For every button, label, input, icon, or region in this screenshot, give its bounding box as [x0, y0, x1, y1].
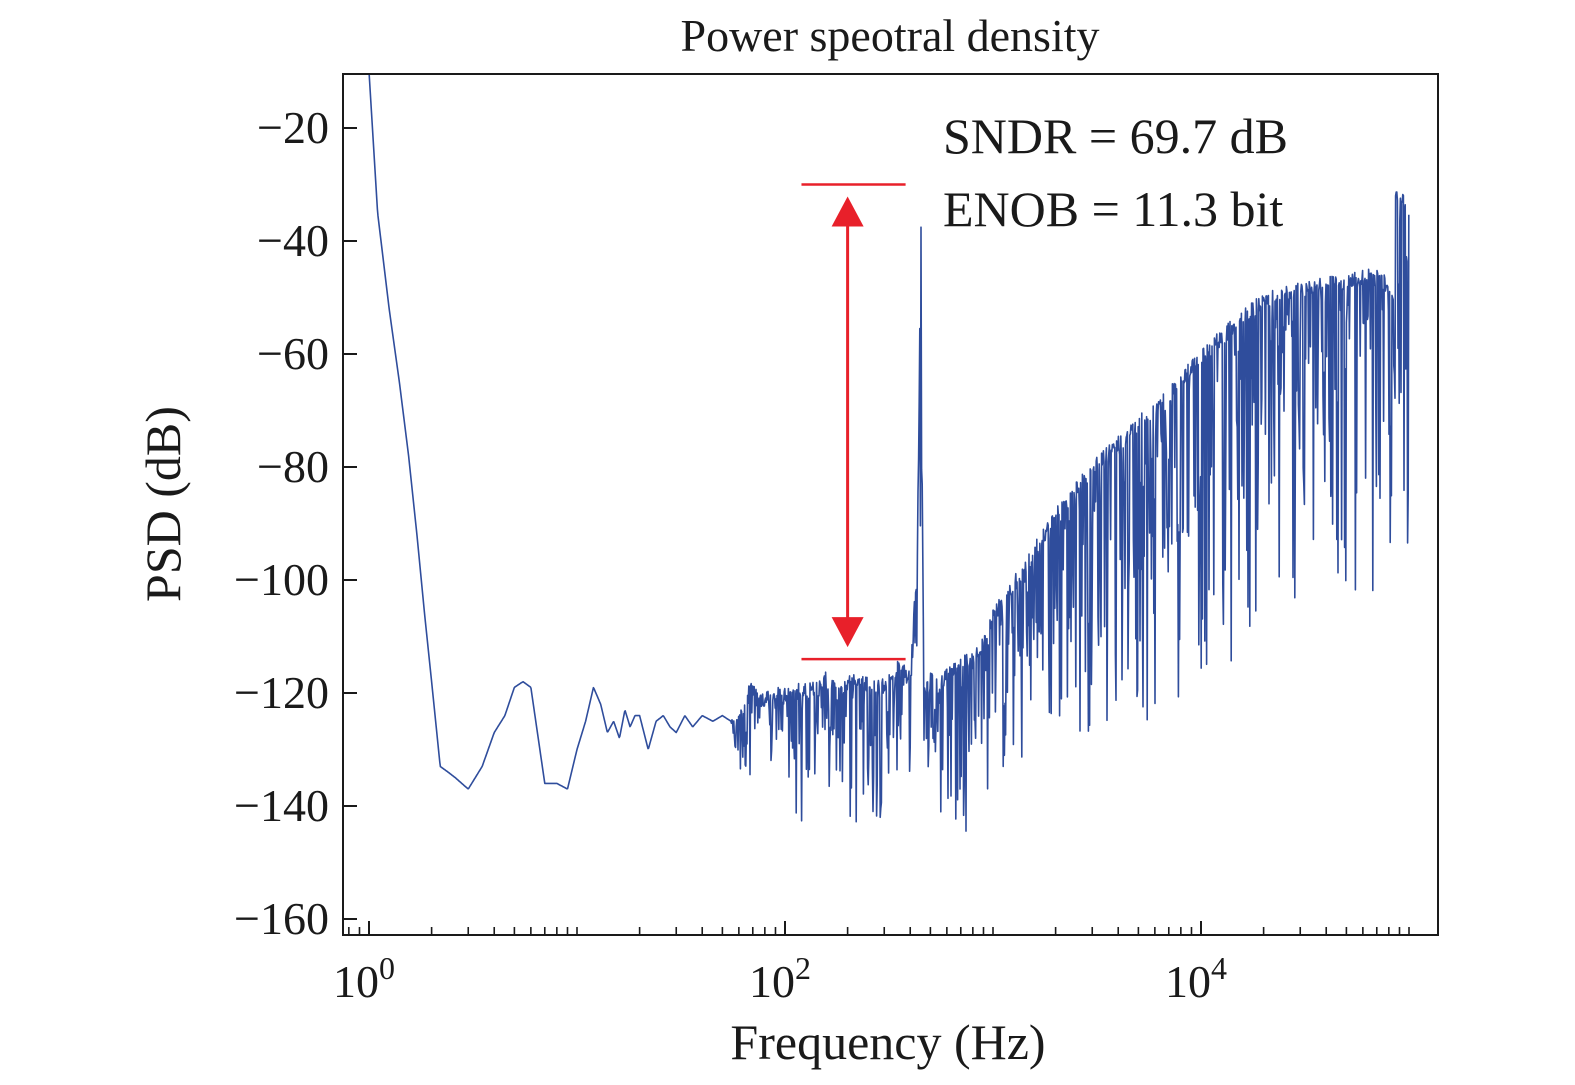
sndr-arrow-head-up	[831, 196, 864, 227]
y-tick-label: −100	[234, 554, 329, 605]
x-axis-label: Frequency (Hz)	[730, 1014, 1045, 1070]
plot-area	[368, 74, 1410, 832]
sndr-label: SNDR = 69.7 dB	[943, 108, 1288, 164]
x-axis: 100 102 104	[333, 921, 1410, 1007]
sndr-arrow-head-down	[831, 617, 864, 648]
y-axis: −20 −40 −60 −80 −100 −120 −140 −160	[234, 102, 357, 944]
y-tick-label: −140	[234, 780, 329, 831]
x-tick-label: 104	[1165, 950, 1227, 1007]
y-tick-label: −160	[234, 893, 329, 944]
y-tick-label: −40	[257, 215, 329, 266]
sndr-annotation: SNDR = 69.7 dB ENOB = 11.3 bit	[801, 108, 1288, 661]
psd-series-line	[368, 74, 1410, 832]
plot-frame	[342, 73, 1439, 936]
chart-title: Power speotral density	[680, 10, 1099, 61]
y-tick-label: −20	[257, 102, 329, 153]
y-tick-label: −120	[234, 667, 329, 718]
enob-label: ENOB = 11.3 bit	[943, 181, 1283, 237]
x-tick-label: 102	[749, 950, 811, 1007]
x-tick-label: 100	[333, 950, 395, 1007]
y-tick-label: −60	[257, 328, 329, 379]
y-axis-label: PSD (dB)	[135, 406, 191, 602]
y-tick-label: −80	[257, 441, 329, 492]
